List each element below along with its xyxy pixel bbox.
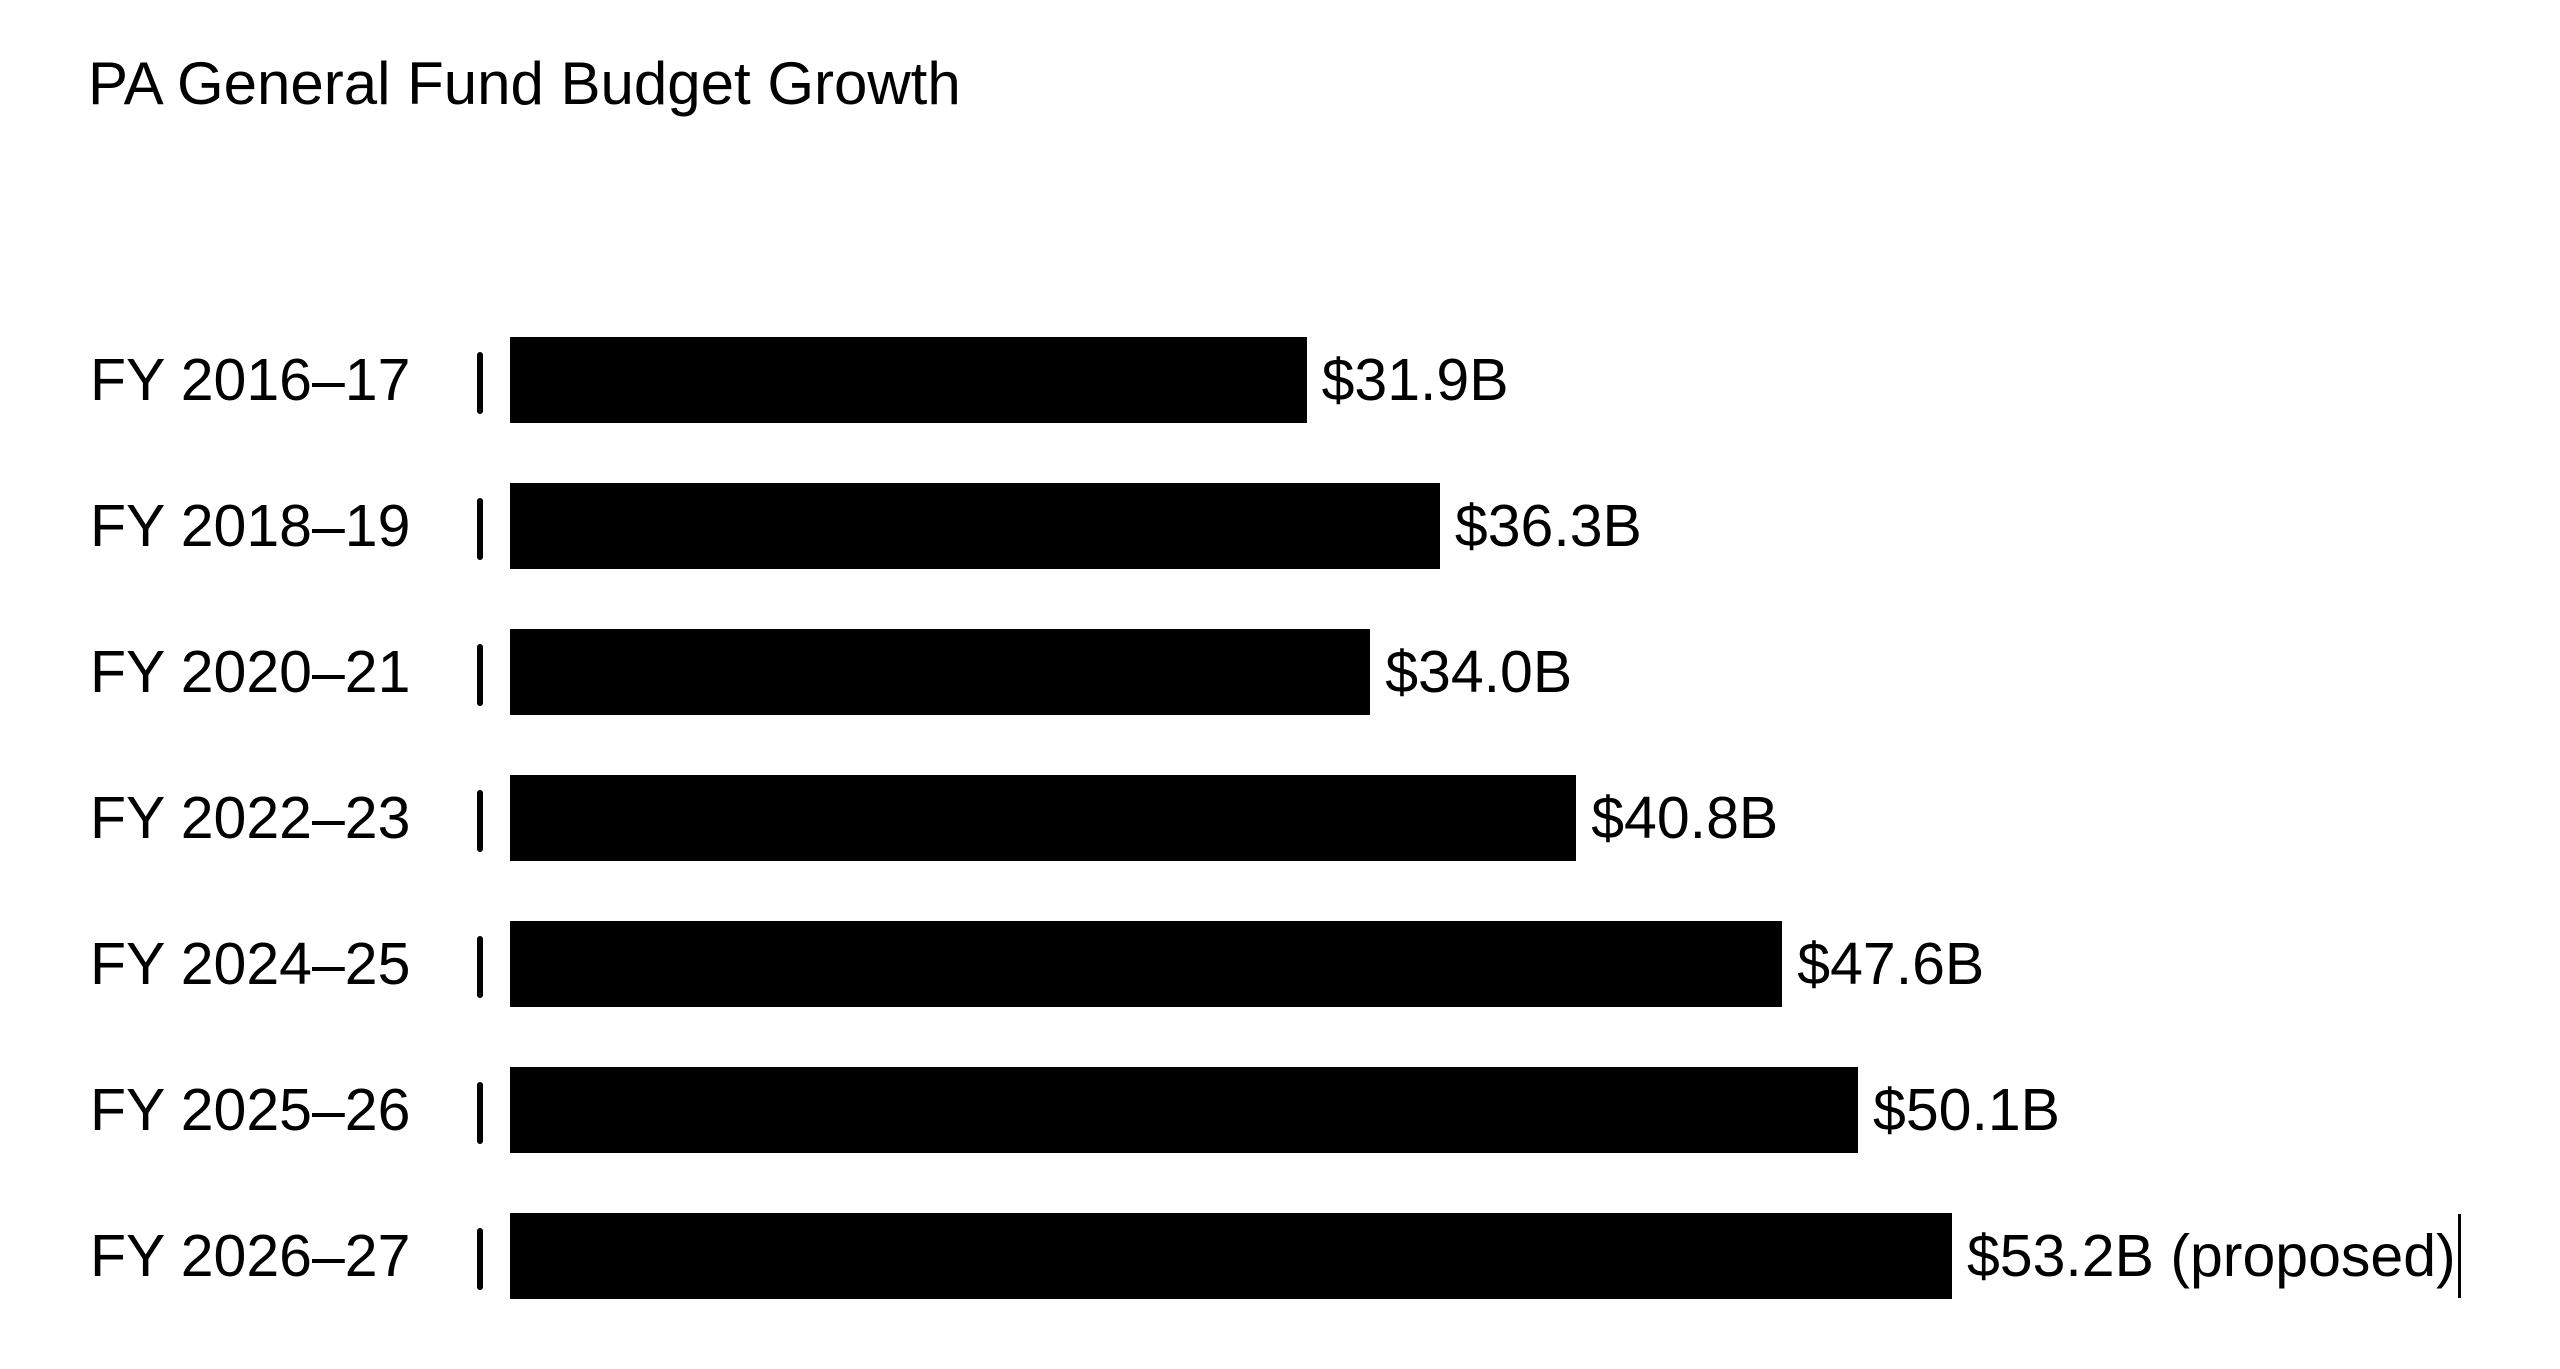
category-label: FY 2025–26 — [90, 1077, 411, 1143]
separator-pipe — [477, 1228, 483, 1290]
value-label-text: $53.2B (proposed) — [1966, 1223, 2456, 1289]
bar-row: FY 2022–23 $40.8B — [0, 775, 2560, 861]
value-label: $50.1B — [1873, 1067, 2060, 1153]
bar-row: FY 2026–27 $53.2B (proposed) — [0, 1213, 2560, 1299]
bar — [510, 1213, 1952, 1299]
bar-row: FY 2025–26 $50.1B — [0, 1067, 2560, 1153]
separator-pipe — [477, 498, 483, 560]
value-label-text: $50.1B — [1873, 1077, 2061, 1143]
separator-pipe — [477, 352, 483, 414]
bar — [510, 337, 1307, 423]
bar-row: FY 2016–17 $31.9B — [0, 337, 2560, 423]
bar-row: FY 2024–25 $47.6B — [0, 921, 2560, 1007]
bar — [510, 775, 1577, 861]
value-label: $47.6B — [1797, 921, 1984, 1007]
value-label-text: $34.0B — [1385, 639, 1573, 705]
value-label-text: $47.6B — [1797, 931, 1985, 997]
bar — [510, 921, 1783, 1007]
value-label: $53.2B (proposed) — [1967, 1213, 2461, 1299]
value-label: $36.3B — [1455, 483, 1642, 569]
chart-title: PA General Fund Budget Growth — [88, 50, 961, 117]
text-cursor-caret — [2457, 1214, 2461, 1299]
value-label-text: $31.9B — [1321, 347, 1509, 413]
value-label: $34.0B — [1385, 629, 1572, 715]
category-label: FY 2018–19 — [90, 493, 411, 559]
value-label-text: $36.3B — [1454, 493, 1642, 559]
bar — [510, 483, 1440, 569]
separator-pipe — [477, 1082, 483, 1144]
separator-pipe — [477, 790, 483, 852]
bar-row: FY 2020–21 $34.0B — [0, 629, 2560, 715]
value-label-text: $40.8B — [1591, 785, 1779, 851]
bar — [510, 629, 1371, 715]
value-label: $40.8B — [1591, 775, 1778, 861]
separator-pipe — [477, 936, 483, 998]
category-label: FY 2020–21 — [90, 639, 411, 705]
category-label: FY 2022–23 — [90, 785, 411, 851]
bar — [510, 1067, 1859, 1153]
bar-row: FY 2018–19 $36.3B — [0, 483, 2560, 569]
category-label: FY 2026–27 — [90, 1223, 411, 1289]
value-label: $31.9B — [1322, 337, 1509, 423]
category-label: FY 2016–17 — [90, 347, 411, 413]
category-label: FY 2024–25 — [90, 931, 411, 997]
separator-pipe — [477, 644, 483, 706]
